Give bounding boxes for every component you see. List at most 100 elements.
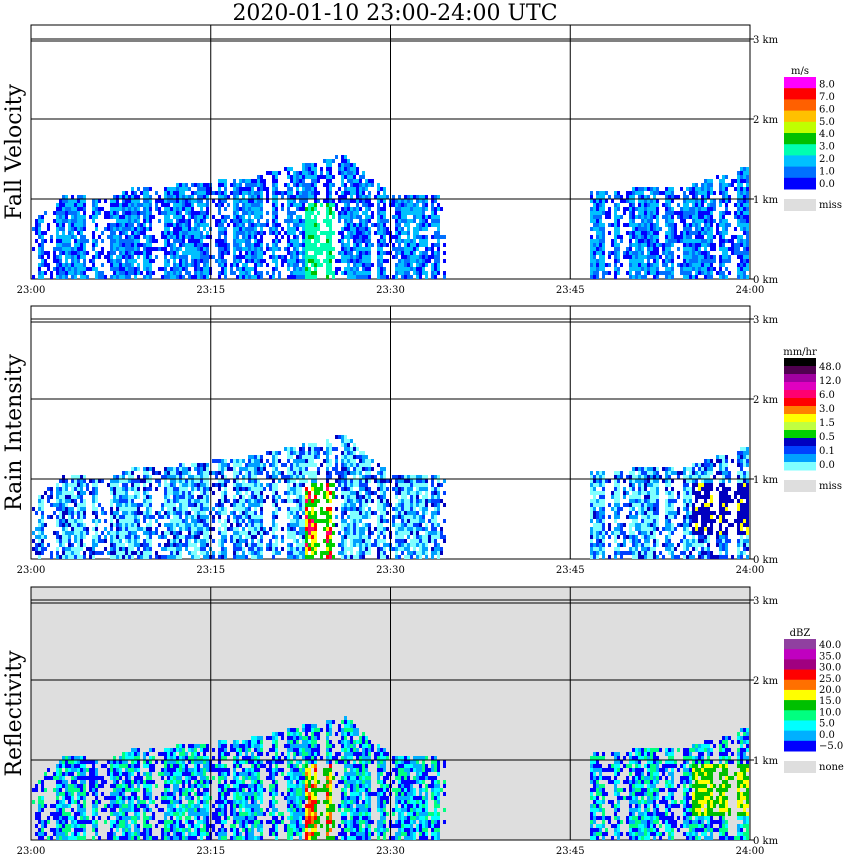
colorbar-label: −5.0 — [819, 741, 843, 752]
y-tick-label: 1 km — [753, 195, 779, 206]
colorbar-missing-label: miss — [819, 481, 842, 492]
colorbar-label: 15.0 — [819, 696, 841, 707]
y-axis-label: Rain Intensity — [2, 353, 27, 510]
y-tick-label: 2 km — [753, 676, 779, 687]
colorbar-swatch — [784, 454, 816, 463]
colorbar-swatch — [784, 422, 816, 431]
colorbar-swatch — [784, 669, 816, 681]
colorbar-label: 40.0 — [819, 640, 841, 651]
colorbar-swatch — [784, 679, 816, 691]
colorbar-label: 7.0 — [819, 92, 835, 103]
colorbar-label: 6.0 — [819, 390, 835, 401]
colorbar-label: 5.0 — [819, 117, 835, 128]
grid-lines — [31, 25, 750, 279]
x-tick-label: 24:00 — [736, 285, 765, 296]
colorbar-swatch — [784, 710, 816, 721]
colorbar-unit: m/s — [791, 66, 809, 77]
y-axis-label: Reflectivity — [2, 650, 27, 777]
x-tick-label: 23:30 — [376, 285, 405, 296]
chart-title: 2020-01-10 23:00-24:00 UTC — [232, 1, 558, 26]
colorbar-swatch — [784, 99, 816, 112]
colorbar-swatch — [784, 166, 816, 179]
grid-lines — [31, 587, 750, 840]
y-tick-label: 3 km — [753, 35, 779, 46]
colorbar-swatch — [784, 77, 816, 89]
y-tick-label: 3 km — [753, 596, 779, 607]
y-tick-label: 0 km — [753, 275, 779, 286]
colorbar-label: 35.0 — [819, 651, 841, 662]
x-tick-label: 23:30 — [376, 565, 405, 576]
colorbar-unit: mm/hr — [783, 347, 817, 358]
x-tick-label: 23:00 — [17, 565, 46, 576]
colorbar-swatch — [784, 382, 816, 391]
colorbar-swatch — [784, 730, 816, 742]
colorbar-label: 4.0 — [819, 129, 835, 140]
y-tick-label: 3 km — [753, 315, 779, 326]
x-tick-label: 23:15 — [196, 846, 225, 857]
y-tick-label: 0 km — [753, 836, 779, 847]
colorbar-swatch — [784, 659, 816, 671]
panel-rain_intensity: 0 km 1 km 2 km 3 km 23:00 23:15 23:30 23:45 24:0… — [2, 305, 842, 576]
colorbar-swatch — [784, 438, 816, 447]
colorbar-swatch — [784, 374, 816, 383]
colorbar-swatch — [784, 700, 816, 711]
colorbar-label: 0.0 — [819, 730, 835, 741]
colorbar-swatch — [784, 414, 816, 423]
colorbar-label: 0.0 — [819, 460, 835, 471]
echo-cells — [32, 435, 749, 559]
colorbar-label: 12.0 — [819, 376, 841, 387]
colorbar-swatch — [784, 406, 816, 415]
colorbar-label: 5.0 — [819, 719, 835, 730]
colorbar-swatch — [784, 740, 816, 752]
x-tick-label: 23:15 — [196, 285, 225, 296]
y-tick-label: 0 km — [753, 555, 779, 566]
colorbar-swatch — [784, 720, 816, 732]
x-tick-label: 23:15 — [196, 565, 225, 576]
colorbar-label: 8.0 — [819, 79, 835, 90]
colorbar-swatch — [784, 133, 816, 145]
colorbar-label: 30.0 — [819, 663, 841, 674]
colorbar-missing-label: none — [819, 762, 844, 773]
echo-cells — [32, 155, 749, 279]
echo-cells — [32, 716, 749, 840]
colorbar-missing-swatch — [784, 761, 816, 773]
colorbar-swatch — [784, 144, 816, 156]
colorbar-swatch — [784, 121, 816, 134]
colorbar-label: 3.0 — [819, 142, 835, 153]
colorbar-label: 25.0 — [819, 674, 841, 685]
colorbar-swatch — [784, 358, 816, 367]
x-tick-label: 23:30 — [376, 846, 405, 857]
colorbar-swatch — [784, 390, 816, 399]
colorbar-label: 0.5 — [819, 432, 835, 443]
colorbar-label: 20.0 — [819, 685, 841, 696]
panel-fall_velocity: 0 km 1 km 2 km 3 km 23:00 23:15 23:30 23:45 24:0… — [2, 24, 842, 296]
colorbar-swatch — [784, 462, 816, 471]
grid-lines — [31, 306, 750, 559]
colorbar-label: 0.0 — [819, 179, 835, 190]
y-axis-label: Fall Velocity — [2, 84, 27, 220]
colorbar-label: 2.0 — [819, 154, 835, 165]
y-tick-label: 2 km — [753, 395, 779, 406]
colorbar-label: 3.0 — [819, 404, 835, 415]
y-tick-label: 2 km — [753, 115, 779, 126]
colorbar-missing-swatch — [784, 480, 816, 492]
y-tick-label: 1 km — [753, 475, 779, 486]
colorbar-missing-swatch — [784, 199, 816, 211]
x-tick-label: 23:45 — [556, 846, 585, 857]
colorbar-swatch — [784, 88, 816, 100]
y-tick-label: 1 km — [753, 756, 779, 767]
x-tick-label: 23:00 — [17, 285, 46, 296]
colorbar-label: 6.0 — [819, 104, 835, 115]
colorbar-label: 48.0 — [819, 362, 841, 373]
colorbar-swatch — [784, 649, 816, 660]
colorbar-swatch — [784, 366, 816, 375]
colorbar-swatch — [784, 398, 816, 407]
x-tick-label: 24:00 — [736, 565, 765, 576]
colorbar-missing-label: miss — [819, 200, 842, 211]
x-tick-label: 24:00 — [736, 846, 765, 857]
colorbar-label: 10.0 — [819, 707, 841, 718]
colorbar-swatch — [784, 110, 816, 123]
panel-reflectivity: 0 km 1 km 2 km 3 km 23:00 23:15 23:30 23:45 24:0… — [2, 586, 844, 857]
colorbar-swatch — [784, 446, 816, 455]
